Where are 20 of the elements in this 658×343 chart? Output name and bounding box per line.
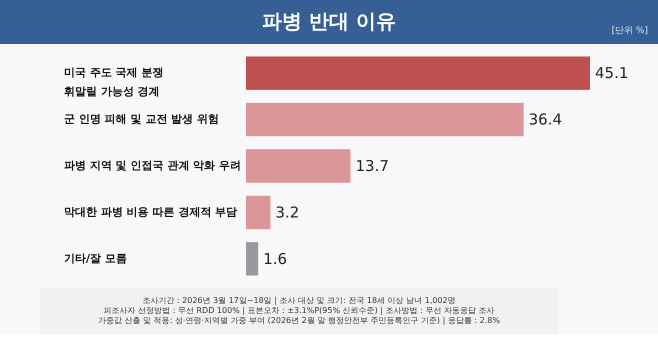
bar (246, 242, 258, 276)
data-label: 3.2 (275, 203, 300, 222)
bar (246, 56, 590, 90)
text: [단위 %] (612, 26, 648, 36)
data-label: 1.6 (263, 250, 288, 268)
data-label: 13.7 (355, 157, 389, 175)
text: 가중값 산출 및 적용: 성·연령·지역별 가중 부여 (2026년 2월 말 행정안전부 주민등록인구 기준) | 응답률 : 2.8% (98, 316, 500, 325)
bar (246, 102, 524, 136)
data-label: 36.4 (528, 110, 562, 129)
bar (246, 149, 350, 183)
data-label: 45.1 (595, 64, 628, 82)
chart-title: 파병 반대 이유 (262, 9, 396, 33)
y-tick-label: 막대한 파병 비용 따른 경제적 부담 (64, 205, 238, 218)
text: 피조사자 선정방법 : 무선 RDD 100% | 표본오차 : ±3.1%P(95% 신뢰수준) | 조사방법 : 무선 자동응답 조사 (104, 306, 494, 315)
y-tick-label: 군 인명 피해 및 교전 발생 위험 (64, 112, 219, 126)
y-tick-label: 기타/잘 모름 (64, 252, 127, 265)
y-tick-label: 미국 주도 국제 분쟁 휘말릴 가능성 경계 (64, 66, 164, 98)
y-tick-label: 파병 지역 및 인접국 관계 악화 우려 (64, 159, 241, 172)
text: 조사기간 : 2026년 3월 17일~18일 | 조사 대상 및 크기: 전국 18세 이상 남녀 1,002명 (142, 296, 456, 305)
bar (246, 196, 270, 230)
